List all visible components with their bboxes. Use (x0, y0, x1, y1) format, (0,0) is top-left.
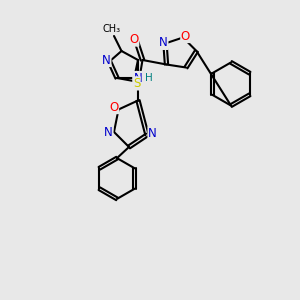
Text: N: N (148, 127, 157, 140)
Text: O: O (110, 100, 118, 114)
Text: O: O (130, 33, 139, 46)
Text: H: H (145, 73, 152, 83)
Text: S: S (133, 77, 140, 90)
Text: N: N (159, 36, 168, 50)
Text: N: N (134, 71, 142, 85)
Text: O: O (181, 29, 190, 43)
Text: N: N (104, 125, 113, 139)
Text: N: N (102, 53, 111, 67)
Text: CH₃: CH₃ (103, 25, 121, 34)
